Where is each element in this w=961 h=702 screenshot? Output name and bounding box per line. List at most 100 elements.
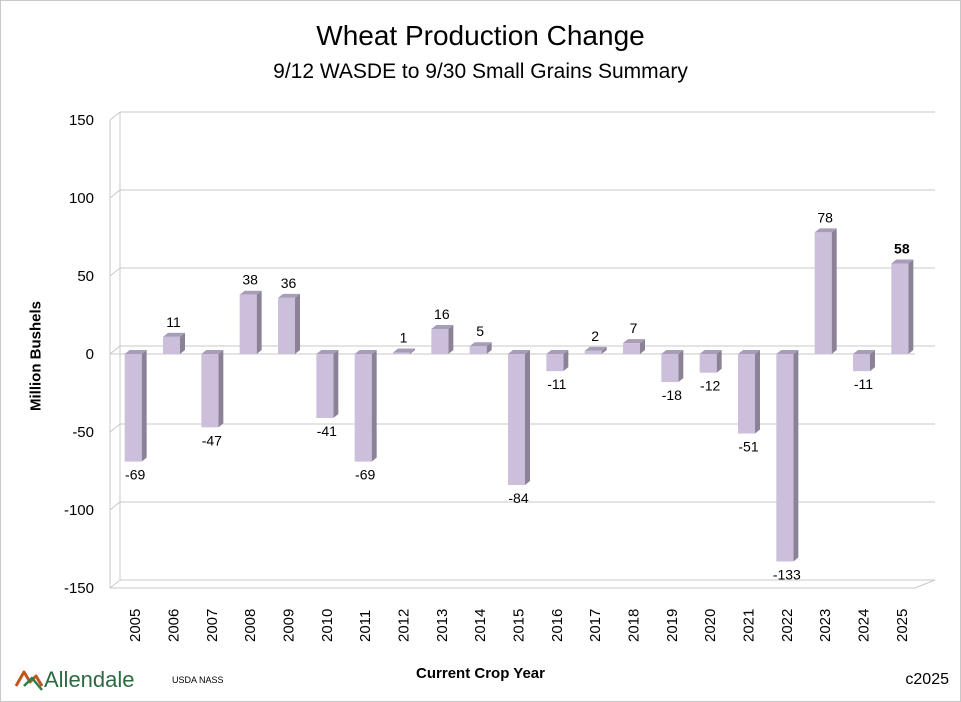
- y-tick-label: -150: [64, 580, 94, 597]
- data-label: -69: [125, 467, 145, 483]
- data-label: 36: [281, 275, 297, 291]
- chart-subtitle: 9/12 WASDE to 9/30 Small Grains Summary: [273, 60, 688, 83]
- data-label: -133: [773, 566, 801, 582]
- y-axis-label: Million Bushels: [27, 300, 45, 412]
- bar-top: [776, 350, 799, 354]
- bar: [239, 294, 257, 354]
- bar-top: [163, 332, 185, 337]
- data-label: -69: [355, 467, 375, 483]
- x-tick-label: 2016: [549, 609, 566, 642]
- bar-side: [793, 350, 799, 562]
- x-tick-label: 2007: [204, 609, 221, 642]
- bar-top: [508, 350, 530, 354]
- bar-side: [870, 350, 875, 372]
- x-tick-label: 2024: [856, 609, 873, 642]
- bar-side: [640, 339, 645, 354]
- bar: [354, 354, 372, 462]
- bar-top: [546, 350, 569, 354]
- data-label: -11: [854, 376, 873, 392]
- bar-top: [431, 325, 454, 330]
- gridline-side: [109, 345, 121, 355]
- gridline-side: [109, 423, 121, 433]
- data-label: 58: [894, 241, 910, 257]
- bar-top: [393, 348, 415, 353]
- bar-top: [623, 339, 645, 344]
- x-tick-label: 2012: [396, 609, 413, 642]
- floor-edge-side: [914, 579, 936, 589]
- data-label: -51: [738, 439, 758, 455]
- bar-top: [661, 350, 684, 354]
- bar-side: [410, 348, 415, 354]
- bar-side: [218, 350, 224, 428]
- data-label: 7: [630, 320, 638, 336]
- logo-text: Allendale: [44, 667, 135, 692]
- x-tick-label: 2009: [281, 609, 298, 642]
- gridline-side: [109, 111, 121, 121]
- x-tick-label: 2008: [242, 609, 259, 642]
- x-tick-label: 2019: [664, 609, 681, 642]
- bar-top: [239, 290, 262, 295]
- bar: [163, 336, 180, 354]
- y-tick-label: -50: [72, 424, 94, 441]
- bar-top: [278, 293, 300, 298]
- bar-top: [891, 259, 914, 264]
- bar-side: [141, 350, 147, 462]
- data-label: -18: [662, 387, 682, 403]
- copyright-label: c2025: [905, 671, 949, 688]
- x-tick-label: 2005: [127, 609, 144, 642]
- bar-top: [699, 350, 722, 354]
- bar-side: [601, 346, 607, 354]
- bar: [891, 263, 909, 354]
- bar-side: [755, 350, 760, 434]
- x-tick-label: 2020: [702, 609, 719, 642]
- x-tick-label: 2006: [166, 609, 183, 642]
- bar: [124, 354, 142, 462]
- data-label: 11: [166, 314, 181, 330]
- bar-side: [563, 350, 569, 372]
- allendale-logo: Allendale: [14, 667, 135, 692]
- data-label: 5: [476, 323, 484, 339]
- data-label: 1: [400, 329, 408, 345]
- bar: [853, 354, 870, 372]
- x-tick-label: 2017: [587, 609, 604, 642]
- bar-top: [853, 350, 875, 354]
- bar-top: [354, 350, 377, 354]
- bar-side: [678, 350, 684, 383]
- bar-side: [448, 325, 454, 354]
- bar: [623, 343, 640, 354]
- bar-side: [525, 350, 530, 486]
- source-label: USDA NASS: [172, 675, 224, 685]
- bar: [738, 354, 755, 434]
- y-tick-label: 0: [86, 346, 94, 363]
- x-tick-label: 2023: [817, 609, 834, 642]
- bar: [584, 350, 602, 354]
- y-tick-label: 150: [69, 112, 94, 129]
- bar-top: [316, 350, 339, 354]
- gridline-side: [109, 501, 121, 511]
- bar-top: [814, 228, 837, 233]
- data-label: 2: [591, 328, 599, 344]
- bar: [508, 354, 525, 486]
- bar: [393, 352, 410, 354]
- x-tick-label: 2015: [511, 609, 528, 642]
- bar: [201, 354, 219, 428]
- data-label: -41: [317, 423, 337, 439]
- data-label: -12: [700, 378, 720, 394]
- bar-side: [716, 350, 722, 373]
- data-label: -47: [202, 432, 222, 448]
- x-tick-label: 2025: [894, 609, 911, 642]
- data-label: -11: [547, 376, 566, 392]
- bar-top: [124, 350, 147, 354]
- x-tick-label: 2021: [741, 609, 758, 642]
- bar-top: [469, 342, 492, 347]
- x-tick-label: 2022: [779, 609, 796, 642]
- bar: [776, 354, 794, 562]
- bar-top: [738, 350, 760, 354]
- bar: [469, 346, 487, 354]
- bar-top: [201, 350, 224, 354]
- gridline-side: [109, 189, 121, 199]
- bar-side: [371, 350, 377, 462]
- data-label: 78: [817, 209, 833, 225]
- y-tick-label: -100: [64, 502, 94, 519]
- bar: [316, 354, 334, 418]
